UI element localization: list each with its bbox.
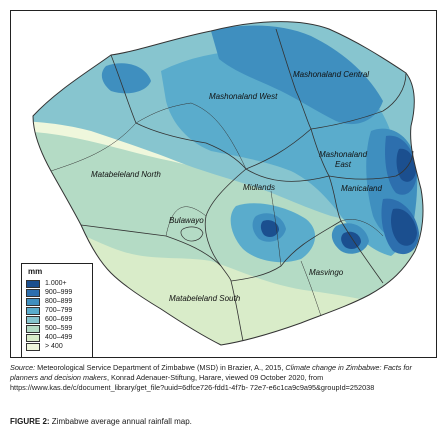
region-labels: Mashonaland Central Mashonaland West Mas… (91, 70, 382, 303)
source-label: Source: (10, 363, 36, 372)
legend-label: 500–599 (45, 324, 73, 332)
label-mashonaland-east-1: Mashonaland (319, 150, 368, 159)
boundary-mashwest-mashcentral (275, 28, 312, 130)
zone-1000-midlands (260, 220, 279, 238)
label-matabeleland-south: Matabeleland South (169, 294, 241, 303)
boundary-bulawayo (180, 226, 204, 242)
zone-800-899 (211, 25, 383, 125)
legend-label: 800–899 (45, 297, 73, 305)
boundary-district-5 (300, 260, 322, 317)
rainfall-map: Mashonaland Central Mashonaland West Mas… (32, 21, 424, 346)
legend-item: 900–999 (26, 288, 88, 297)
zone-1000-b (391, 208, 417, 246)
label-midlands: Midlands (243, 183, 275, 192)
legend-swatch (26, 297, 40, 306)
zone-500-599 (33, 131, 423, 311)
boundary-matnorth-mashwest (110, 54, 247, 170)
figure-label: FIGURE 2: (10, 417, 50, 426)
legend-swatch (26, 333, 40, 342)
legend-swatch (26, 324, 40, 333)
legend-swatch (26, 279, 40, 288)
label-matabeleland-north: Matabeleland North (91, 170, 161, 179)
source-text-1: Meteorological Service Department of Zim… (35, 363, 286, 372)
source-text-2: , Konrad Adenauer-Stiftung, Harare, view… (10, 373, 375, 392)
province-boundaries (32, 21, 424, 346)
boundary-district-2 (165, 206, 207, 237)
figure-caption: FIGURE 2: Zimbabwe average annual rainfa… (10, 417, 437, 426)
boundary-district-4 (270, 190, 282, 267)
boundary-masheast-manicaland (328, 150, 414, 180)
legend-item: 400–499 (26, 333, 88, 342)
legend-item: 600–699 (26, 315, 88, 324)
boundary-mashwest-masheast (245, 128, 330, 177)
boundary-district-3 (135, 102, 247, 170)
boundary-midlands-east (245, 168, 342, 222)
legend-title: mm (28, 267, 43, 276)
legend-swatch (26, 288, 40, 297)
legend-swatch (26, 306, 40, 315)
figure-caption-text: Zimbabwe average annual rainfall map. (49, 417, 192, 426)
boundary-mashcentral-masheast (310, 72, 407, 130)
boundary-matsouth-masvingo (230, 280, 244, 342)
label-masvingo: Masvingo (309, 268, 344, 277)
legend-item: > 400 (26, 342, 88, 351)
boundary-midlands-matnorth (204, 168, 247, 282)
map-legend: mm 1.000+ 900–999 800–899 700–799 600–699 500… (21, 263, 93, 357)
legend-item: 700–799 (26, 306, 88, 315)
legend-label: 700–799 (45, 306, 73, 314)
boundary-matnorth-matsouth (80, 224, 222, 267)
legend-item: 800–899 (26, 297, 88, 306)
country-border (32, 21, 424, 346)
label-manicaland: Manicaland (341, 184, 382, 193)
source-title: Climate change in Zimbabwe: Facts for pl… (10, 363, 412, 382)
legend-swatch (26, 342, 40, 351)
legend-label: 1.000+ (45, 279, 67, 287)
boundary-district-1 (50, 122, 137, 172)
label-mashonaland-east-2: East (335, 160, 352, 169)
legend-label: 400–499 (45, 333, 73, 341)
legend-item: 1.000+ (26, 279, 88, 288)
legend-label: 900–999 (45, 288, 73, 296)
zone-1000-a (396, 148, 416, 182)
label-mashonaland-central: Mashonaland Central (293, 70, 369, 79)
legend-item: 500–599 (26, 324, 88, 333)
boundary-district-6 (340, 219, 384, 237)
map-frame: Mashonaland Central Mashonaland West Mas… (10, 10, 437, 358)
label-bulawayo: Bulawayo (169, 216, 204, 225)
boundary-masvingo-manicaland (340, 220, 384, 284)
zone-800-nw (101, 63, 151, 94)
source-note: Source: Meteorological Service Departmen… (10, 363, 437, 393)
legend-swatch (26, 315, 40, 324)
label-mashonaland-west: Mashonaland West (209, 92, 278, 101)
legend-label: > 400 (45, 342, 63, 350)
legend-label: 600–699 (45, 315, 73, 323)
legend-rows: 1.000+ 900–999 800–899 700–799 600–699 500–59… (26, 279, 88, 351)
